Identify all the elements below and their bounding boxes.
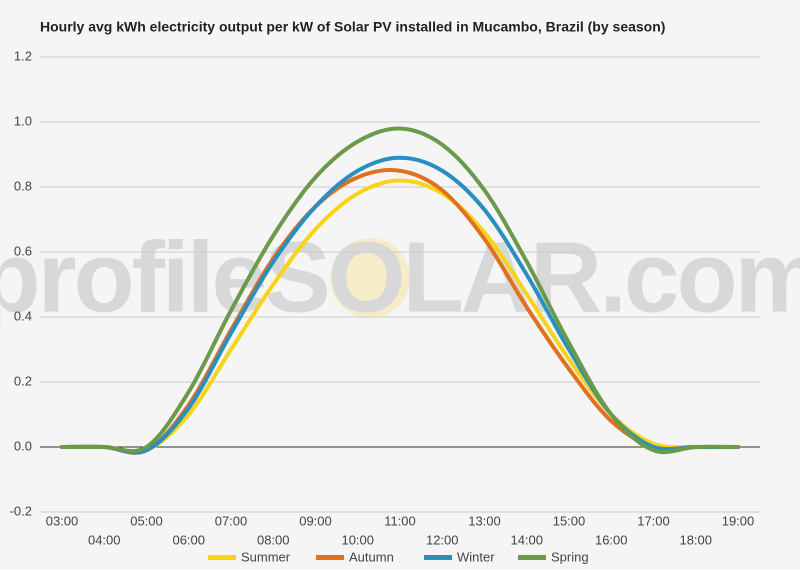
legend-swatch [316, 555, 344, 560]
x-tick-label: 13:00 [468, 513, 501, 528]
watermark-sun [330, 238, 410, 318]
x-tick-label: 12:00 [426, 532, 459, 547]
x-tick-label: 11:00 [384, 513, 416, 528]
legend-swatch [208, 555, 236, 560]
y-tick-label: 0.4 [14, 308, 32, 323]
y-tick-label: 0.2 [14, 373, 32, 388]
y-tick-label: 1.0 [14, 113, 32, 128]
y-tick-label: 0.6 [14, 243, 32, 258]
chart-title: Hourly avg kWh electricity output per kW… [40, 19, 665, 35]
legend-swatch [424, 555, 452, 560]
legend-swatch [518, 555, 546, 560]
x-tick-label: 10:00 [341, 532, 374, 547]
y-tick-label: 0.0 [14, 438, 32, 453]
legend-label: Autumn [349, 549, 394, 564]
x-tick-label: 04:00 [88, 532, 121, 547]
x-tick-label: 18:00 [679, 532, 712, 547]
y-tick-label: -0.2 [10, 503, 32, 518]
legend-label: Winter [457, 549, 495, 564]
y-tick-label: 0.8 [14, 178, 32, 193]
x-tick-label: 07:00 [215, 513, 248, 528]
x-tick-label: 09:00 [299, 513, 332, 528]
legend-label: Summer [241, 549, 291, 564]
x-tick-label: 17:00 [637, 513, 670, 528]
x-tick-label: 05:00 [130, 513, 163, 528]
x-tick-label: 03:00 [46, 513, 79, 528]
x-tick-label: 08:00 [257, 532, 290, 547]
watermark: profileSOLAR.com [0, 221, 800, 333]
x-tick-label: 15:00 [553, 513, 586, 528]
y-tick-label: 1.2 [14, 48, 32, 63]
x-tick-label: 06:00 [172, 532, 205, 547]
x-tick-label: 14:00 [510, 532, 543, 547]
series-line [60, 126, 740, 455]
x-tick-label: 16:00 [595, 532, 628, 547]
x-tick-label: 19:00 [722, 513, 755, 528]
legend-label: Spring [551, 549, 589, 564]
